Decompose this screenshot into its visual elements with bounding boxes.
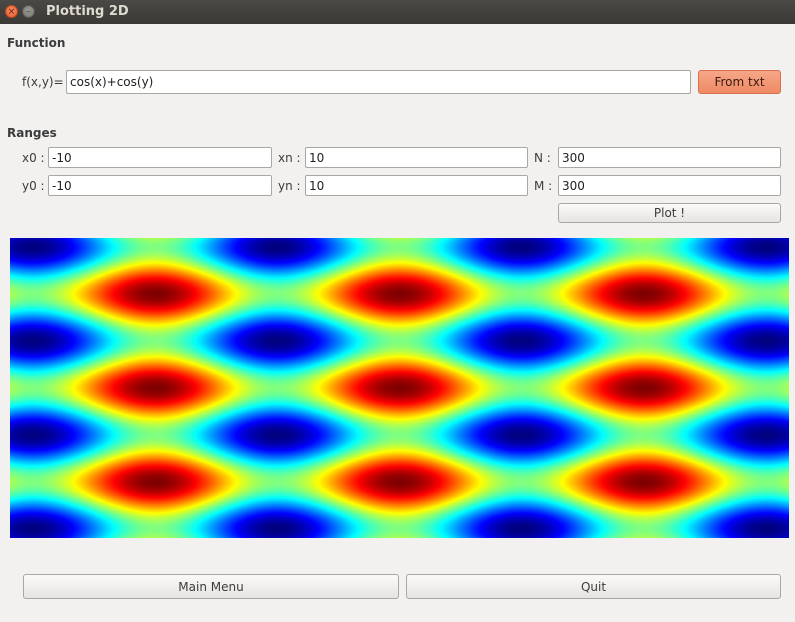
x0-label: x0 : xyxy=(22,151,45,165)
m-input[interactable] xyxy=(558,175,781,196)
function-label: f(x,y)= xyxy=(22,75,64,89)
y0-label: y0 : xyxy=(22,179,45,193)
minimize-icon[interactable]: – xyxy=(22,5,35,18)
x0-input[interactable] xyxy=(48,147,272,168)
plot-button[interactable]: Plot ! xyxy=(558,203,781,223)
n-label: N : xyxy=(534,151,551,165)
main-menu-button[interactable]: Main Menu xyxy=(23,574,399,599)
n-input[interactable] xyxy=(558,147,781,168)
quit-button[interactable]: Quit xyxy=(406,574,781,599)
function-section-title: Function xyxy=(7,36,66,50)
yn-label: yn : xyxy=(278,179,301,193)
heatmap-plot xyxy=(10,238,789,538)
from-txt-button[interactable]: From txt xyxy=(698,70,781,94)
title-bar: × – Plotting 2D xyxy=(0,0,795,24)
close-icon[interactable]: × xyxy=(5,5,18,18)
window-title: Plotting 2D xyxy=(46,4,129,19)
xn-input[interactable] xyxy=(305,147,528,168)
m-label: M : xyxy=(534,179,553,193)
yn-input[interactable] xyxy=(305,175,528,196)
y0-input[interactable] xyxy=(48,175,272,196)
ranges-section-title: Ranges xyxy=(7,126,57,140)
xn-label: xn : xyxy=(278,151,301,165)
function-input[interactable] xyxy=(66,70,691,94)
